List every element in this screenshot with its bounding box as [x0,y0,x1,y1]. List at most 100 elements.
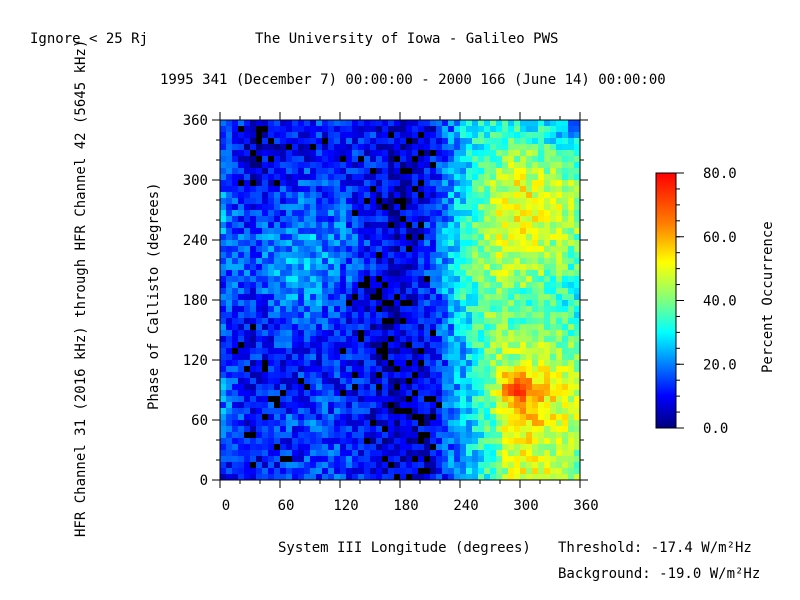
heatmap-cell [514,432,520,438]
heatmap-cell [490,402,496,408]
heatmap-cell [352,390,358,396]
heatmap-cell [244,186,250,192]
heatmap-cell [544,156,550,162]
heatmap-cell [394,450,400,456]
heatmap-cell [430,144,436,150]
heatmap-cell [532,402,538,408]
heatmap-cell [466,318,472,324]
heatmap-cell [322,318,328,324]
heatmap-cell [514,270,520,276]
heatmap-cell [562,426,568,432]
heatmap-cell [262,462,268,468]
heatmap-cell [250,312,256,318]
heatmap-cell [460,258,466,264]
heatmap-cell [520,228,526,234]
heatmap-cell [382,438,388,444]
heatmap-cell [376,474,382,480]
heatmap-cell [316,252,322,258]
heatmap-cell [304,348,310,354]
colorbar-axis: 0.020.040.060.080.0 [676,166,737,437]
heatmap-cell [280,174,286,180]
heatmap-cell [370,306,376,312]
heatmap-cell [454,336,460,342]
heatmap-cell [322,450,328,456]
heatmap-cell [448,174,454,180]
heatmap-cell [400,192,406,198]
heatmap-cell [550,186,556,192]
heatmap-cell [478,282,484,288]
heatmap-cell [352,264,358,270]
heatmap-cell [418,444,424,450]
heatmap-cell [220,426,226,432]
heatmap-cell [370,378,376,384]
heatmap-cell [472,360,478,366]
heatmap-cell [448,150,454,156]
heatmap-cell [394,360,400,366]
heatmap-cell [346,120,352,126]
heatmap-cell [256,414,262,420]
heatmap-cell [406,252,412,258]
heatmap-cell [262,156,268,162]
heatmap-cell [364,270,370,276]
heatmap-cell [508,384,514,390]
heatmap-cell [388,300,394,306]
heatmap-cell [406,342,412,348]
heatmap-cell [520,366,526,372]
heatmap-cell [376,162,382,168]
heatmap-cell [490,120,496,126]
heatmap-cell [358,324,364,330]
heatmap-cell [418,156,424,162]
heatmap-cell [322,120,328,126]
heatmap-cell [442,408,448,414]
heatmap-cell [538,336,544,342]
heatmap-cell [484,474,490,480]
heatmap-cell [448,270,454,276]
heatmap-cell [514,384,520,390]
heatmap-cell [436,210,442,216]
x-tick-label: 240 [453,498,478,514]
heatmap-cell [496,462,502,468]
heatmap-cell [376,192,382,198]
heatmap-cell [310,264,316,270]
heatmap-cell [526,378,532,384]
heatmap-cell [406,444,412,450]
heatmap-cell [436,234,442,240]
heatmap-cell [568,264,574,270]
heatmap-cell [346,306,352,312]
heatmap-cell [232,384,238,390]
heatmap-cell [508,312,514,318]
heatmap-cell [448,162,454,168]
heatmap-cell [352,366,358,372]
heatmap-cell [406,294,412,300]
heatmap-cell [244,168,250,174]
heatmap-cell [292,360,298,366]
heatmap-cell [412,282,418,288]
heatmap-cell [448,288,454,294]
heatmap-cell [490,366,496,372]
heatmap-cell [466,396,472,402]
heatmap-cell [382,384,388,390]
heatmap-cell [496,384,502,390]
heatmap-cell [412,372,418,378]
heatmap-cell [220,168,226,174]
heatmap-cell [316,132,322,138]
heatmap-cell [538,216,544,222]
heatmap-cell [328,456,334,462]
heatmap-cell [358,162,364,168]
heatmap-cell [412,150,418,156]
heatmap-cell [526,180,532,186]
heatmap-cell [232,276,238,282]
heatmap-cell [352,300,358,306]
heatmap-cell [436,372,442,378]
heatmap-cell [346,228,352,234]
heatmap-cell [490,384,496,390]
heatmap-cell [520,264,526,270]
heatmap-cell [514,132,520,138]
heatmap-cell [466,204,472,210]
heatmap-cell [406,462,412,468]
heatmap-cell [316,450,322,456]
heatmap-cell [220,258,226,264]
heatmap-cell [430,432,436,438]
heatmap-cell [568,234,574,240]
heatmap-cell [334,246,340,252]
